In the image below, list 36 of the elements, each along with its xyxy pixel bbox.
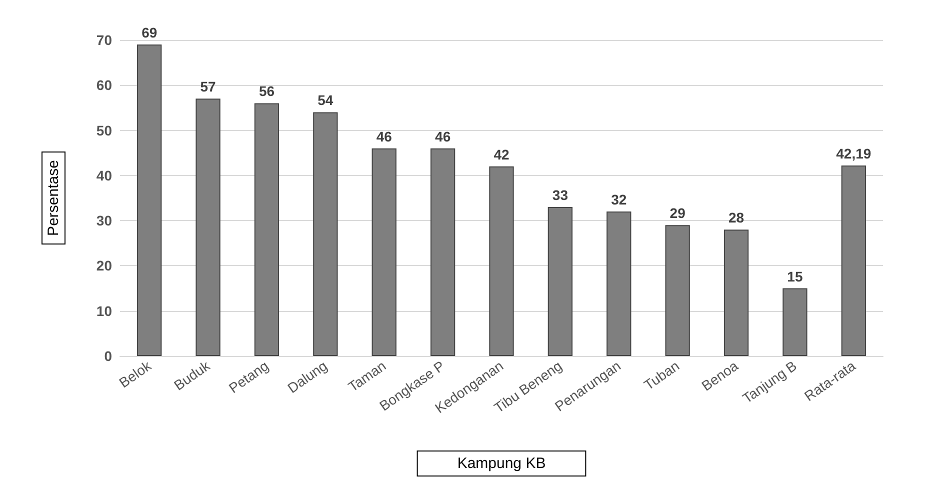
- data-label: 29: [670, 205, 686, 222]
- y-tick-label: 70: [96, 32, 112, 48]
- bar: [313, 112, 338, 356]
- data-label: 32: [611, 192, 627, 208]
- data-label: 28: [728, 210, 744, 226]
- bar: [430, 148, 456, 356]
- bar: [782, 288, 808, 356]
- bar: [606, 212, 632, 356]
- y-tick-label: 0: [104, 348, 112, 364]
- data-label: 69: [142, 24, 158, 41]
- bar: [137, 44, 162, 356]
- bar: [724, 230, 749, 356]
- bar: [665, 225, 690, 356]
- bar: [372, 148, 396, 356]
- data-label: 33: [552, 187, 568, 204]
- data-label: 54: [318, 92, 334, 108]
- y-tick-label: 40: [96, 167, 112, 184]
- y-tick-label: 50: [96, 122, 112, 138]
- y-tick-label: 10: [96, 302, 112, 319]
- bar: [841, 166, 866, 356]
- bar: [196, 98, 220, 356]
- data-label: 57: [200, 78, 216, 95]
- data-label: 42,19: [836, 146, 872, 162]
- data-label: 42: [494, 146, 510, 162]
- y-tick-label: 60: [96, 77, 112, 94]
- data-label: 46: [435, 128, 451, 144]
- y-tick-label: 20: [96, 258, 112, 274]
- data-label: 46: [376, 128, 392, 144]
- y-tick-label: 30: [96, 212, 112, 229]
- data-label: 56: [258, 83, 275, 100]
- bar: [254, 103, 280, 356]
- data-label: 15: [787, 268, 803, 284]
- y-axis-title: Persentase: [45, 160, 62, 236]
- bar: [548, 207, 573, 356]
- x-axis-title: Kampung KB: [457, 455, 546, 472]
- bar: [489, 166, 514, 356]
